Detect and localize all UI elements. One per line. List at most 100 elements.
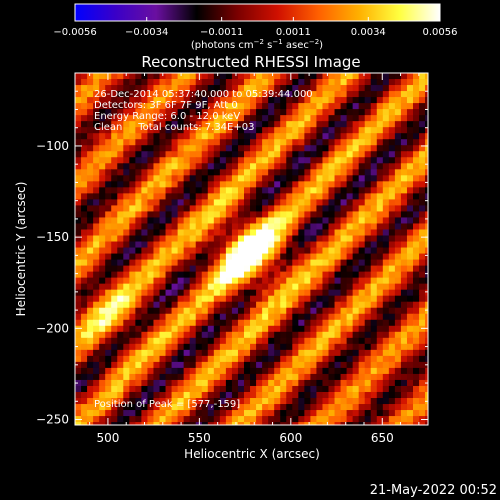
heatmap-cell xyxy=(292,211,299,219)
heatmap-cell xyxy=(370,259,378,267)
heatmap-cell xyxy=(141,217,149,225)
heatmap-cell xyxy=(352,121,360,128)
heatmap-cell xyxy=(292,271,299,279)
heatmap-cell xyxy=(99,157,106,164)
heatmap-cell xyxy=(75,175,82,182)
heatmap-cell xyxy=(117,325,124,333)
heatmap-cell xyxy=(123,398,130,405)
heatmap-cell xyxy=(159,349,167,357)
heatmap-cell xyxy=(286,277,293,285)
heatmap-cell xyxy=(425,301,428,309)
heatmap-cell xyxy=(298,361,305,369)
heatmap-cell xyxy=(81,127,88,134)
heatmap-cell xyxy=(141,85,149,92)
heatmap-cell xyxy=(147,205,155,213)
heatmap-cell xyxy=(81,277,88,285)
heatmap-cell xyxy=(135,259,142,267)
heatmap-cell xyxy=(316,319,324,327)
heatmap-cell xyxy=(370,367,378,375)
heatmap-cell xyxy=(394,241,402,249)
heatmap-cell xyxy=(159,289,167,297)
heatmap-cell xyxy=(425,259,428,267)
heatmap-cell xyxy=(87,271,94,279)
heatmap-cell xyxy=(141,373,149,381)
heatmap-cell xyxy=(207,109,215,116)
heatmap-cell xyxy=(364,404,372,411)
heatmap-cell xyxy=(225,307,233,315)
heatmap-cell xyxy=(310,265,318,273)
heatmap-cell xyxy=(364,331,372,339)
heatmap-cell xyxy=(183,181,191,188)
heatmap-cell xyxy=(425,277,428,285)
heatmap-cell xyxy=(413,343,420,351)
heatmap-cell xyxy=(250,85,257,92)
heatmap-cell xyxy=(177,181,185,188)
heatmap-cell xyxy=(400,103,408,110)
footer-date: 21-May-2022 00:52 xyxy=(370,483,497,498)
heatmap-cell xyxy=(147,223,155,231)
heatmap-cell xyxy=(159,410,167,417)
heatmap-cell xyxy=(87,91,94,98)
heatmap-cell xyxy=(99,404,106,411)
heatmap-cell xyxy=(328,265,336,273)
heatmap-cell xyxy=(189,307,197,315)
heatmap-cell xyxy=(328,145,336,152)
heatmap-cell xyxy=(298,277,305,285)
heatmap-cell xyxy=(304,223,311,231)
heatmap-cell xyxy=(352,73,360,80)
heatmap-cell xyxy=(105,181,112,188)
heatmap-cell xyxy=(219,410,227,417)
heatmap-cell xyxy=(370,295,378,303)
heatmap-cell xyxy=(153,175,161,182)
heatmap-cell xyxy=(159,79,167,86)
heatmap-cell xyxy=(364,91,372,98)
heatmap-cell xyxy=(99,211,106,219)
heatmap-cell xyxy=(370,355,378,363)
heatmap-cell xyxy=(340,139,348,146)
heatmap-cell xyxy=(286,319,293,327)
heatmap-cell xyxy=(244,205,251,213)
heatmap-cell xyxy=(250,139,257,146)
heatmap-cell xyxy=(280,289,287,297)
heatmap-cell xyxy=(129,217,136,225)
heatmap-cell xyxy=(225,295,233,303)
heatmap-cell xyxy=(87,181,94,188)
heatmap-cell xyxy=(310,404,318,411)
heatmap-cell xyxy=(195,109,203,116)
x-axis: 500 550 600 650 xyxy=(89,73,420,445)
heatmap-cell xyxy=(400,313,408,321)
heatmap-cell xyxy=(310,295,318,303)
heatmap-cell xyxy=(99,355,106,363)
heatmap-cell xyxy=(268,349,275,357)
heatmap-cell xyxy=(334,139,342,146)
heatmap-cell xyxy=(346,319,354,327)
heatmap-cell xyxy=(93,241,100,249)
heatmap-cell xyxy=(364,373,372,381)
heatmap-cell xyxy=(135,289,142,297)
heatmap-cell xyxy=(237,247,245,255)
heatmap-cell xyxy=(274,193,281,200)
heatmap-cell xyxy=(231,259,239,267)
heatmap-cell xyxy=(334,235,342,243)
heatmap-cell xyxy=(207,422,215,425)
heatmap-cell xyxy=(419,343,426,351)
heatmap-cell xyxy=(376,349,384,357)
heatmap-cell xyxy=(195,205,203,213)
heatmap-cell xyxy=(346,331,354,339)
heatmap-cell xyxy=(244,151,251,158)
heatmap-cell xyxy=(231,398,239,405)
heatmap-cell xyxy=(183,410,191,417)
heatmap-cell xyxy=(400,181,408,188)
heatmap-cell xyxy=(147,385,155,393)
heatmap-cell xyxy=(340,343,348,351)
heatmap-cell xyxy=(189,235,197,243)
heatmap-cell xyxy=(207,379,215,387)
heatmap-cell xyxy=(358,157,366,164)
heatmap-cell xyxy=(388,103,396,110)
heatmap-cell xyxy=(135,319,142,327)
heatmap-cell xyxy=(256,422,263,425)
heatmap-cell xyxy=(316,307,324,315)
heatmap-cell xyxy=(177,169,185,176)
heatmap-cell xyxy=(105,301,112,309)
heatmap-cell xyxy=(201,175,209,182)
